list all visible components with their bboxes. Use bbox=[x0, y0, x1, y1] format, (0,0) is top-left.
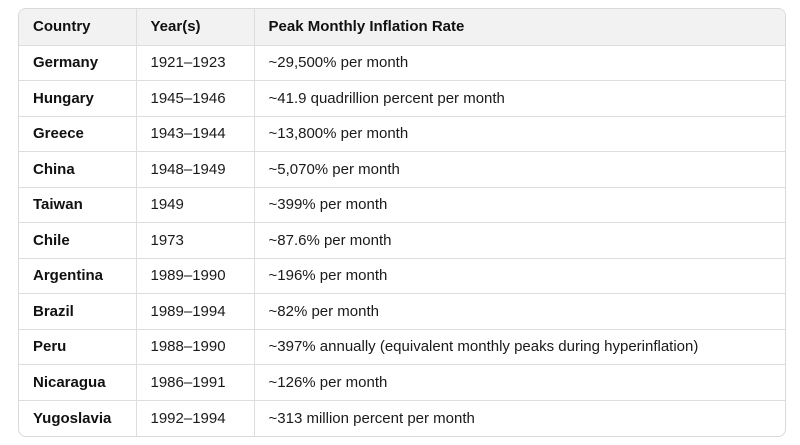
cell-country: Germany bbox=[19, 45, 137, 81]
cell-years: 1921–1923 bbox=[136, 45, 255, 81]
cell-rate: ~87.6% per month bbox=[254, 222, 785, 259]
cell-rate: ~82% per month bbox=[254, 293, 785, 330]
cell-country: Brazil bbox=[19, 293, 137, 330]
table-row: China 1948–1949 ~5,070% per month bbox=[19, 151, 785, 188]
cell-years: 1989–1994 bbox=[136, 293, 255, 330]
header-years: Year(s) bbox=[136, 9, 255, 46]
table-row: Taiwan 1949 ~399% per month bbox=[19, 187, 785, 223]
cell-years: 1988–1990 bbox=[136, 329, 255, 365]
cell-years: 1949 bbox=[136, 187, 255, 223]
table-row: Germany 1921–1923 ~29,500% per month bbox=[19, 45, 785, 81]
cell-years: 1986–1991 bbox=[136, 364, 255, 401]
cell-country: Yugoslavia bbox=[19, 400, 137, 436]
table-row: Nicaragua 1986–1991 ~126% per month bbox=[19, 364, 785, 401]
header-peak-rate: Peak Monthly Inflation Rate bbox=[254, 9, 785, 46]
inflation-table: Country Year(s) Peak Monthly Inflation R… bbox=[19, 9, 785, 436]
cell-rate: ~29,500% per month bbox=[254, 45, 785, 81]
table-body: Germany 1921–1923 ~29,500% per month Hun… bbox=[19, 45, 785, 436]
cell-years: 1992–1994 bbox=[136, 400, 255, 436]
cell-years: 1945–1946 bbox=[136, 80, 255, 117]
cell-years: 1943–1944 bbox=[136, 116, 255, 152]
header-row: Country Year(s) Peak Monthly Inflation R… bbox=[19, 9, 785, 46]
cell-rate: ~313 million percent per month bbox=[268, 409, 475, 427]
cell-rate: ~126% per month bbox=[254, 364, 785, 401]
cell-country: Greece bbox=[19, 116, 137, 152]
cell-country: Taiwan bbox=[19, 187, 137, 223]
table-row: Chile 1973 ~87.6% per month bbox=[19, 222, 785, 259]
cell-years: 1948–1949 bbox=[136, 151, 255, 188]
cell-country: Peru bbox=[19, 329, 137, 365]
table-row: Brazil 1989–1994 ~82% per month bbox=[19, 293, 785, 330]
header-country: Country bbox=[19, 9, 137, 46]
cell-country: Hungary bbox=[19, 80, 137, 117]
cell-rate: ~5,070% per month bbox=[254, 151, 785, 188]
cell-country: Nicaragua bbox=[19, 364, 137, 401]
cell-rate: ~399% per month bbox=[254, 187, 785, 223]
cell-years: 1989–1990 bbox=[136, 258, 255, 294]
cell-country: Chile bbox=[19, 222, 137, 259]
cell-rate: ~397% annually (equivalent monthly peaks… bbox=[254, 329, 785, 365]
cell-years: 1973 bbox=[136, 222, 255, 259]
cell-rate: ~196% per month bbox=[254, 258, 785, 294]
inflation-table-container: Country Year(s) Peak Monthly Inflation R… bbox=[18, 8, 786, 437]
cell-country: China bbox=[19, 151, 137, 188]
cell-rate: ~13,800% per month bbox=[254, 116, 785, 152]
table-header: Country Year(s) Peak Monthly Inflation R… bbox=[19, 9, 785, 46]
table-row: Yugoslavia 1992–1994 ~313 million percen… bbox=[19, 400, 785, 436]
cell-rate: ~41.9 quadrillion percent per month bbox=[254, 80, 785, 117]
table-row: Hungary 1945–1946 ~41.9 quadrillion perc… bbox=[19, 80, 785, 117]
table-row: Greece 1943–1944 ~13,800% per month bbox=[19, 116, 785, 152]
table-row: Argentina 1989–1990 ~196% per month bbox=[19, 258, 785, 294]
cell-country: Argentina bbox=[19, 258, 137, 294]
table-row: Peru 1988–1990 ~397% annually (equivalen… bbox=[19, 329, 785, 365]
